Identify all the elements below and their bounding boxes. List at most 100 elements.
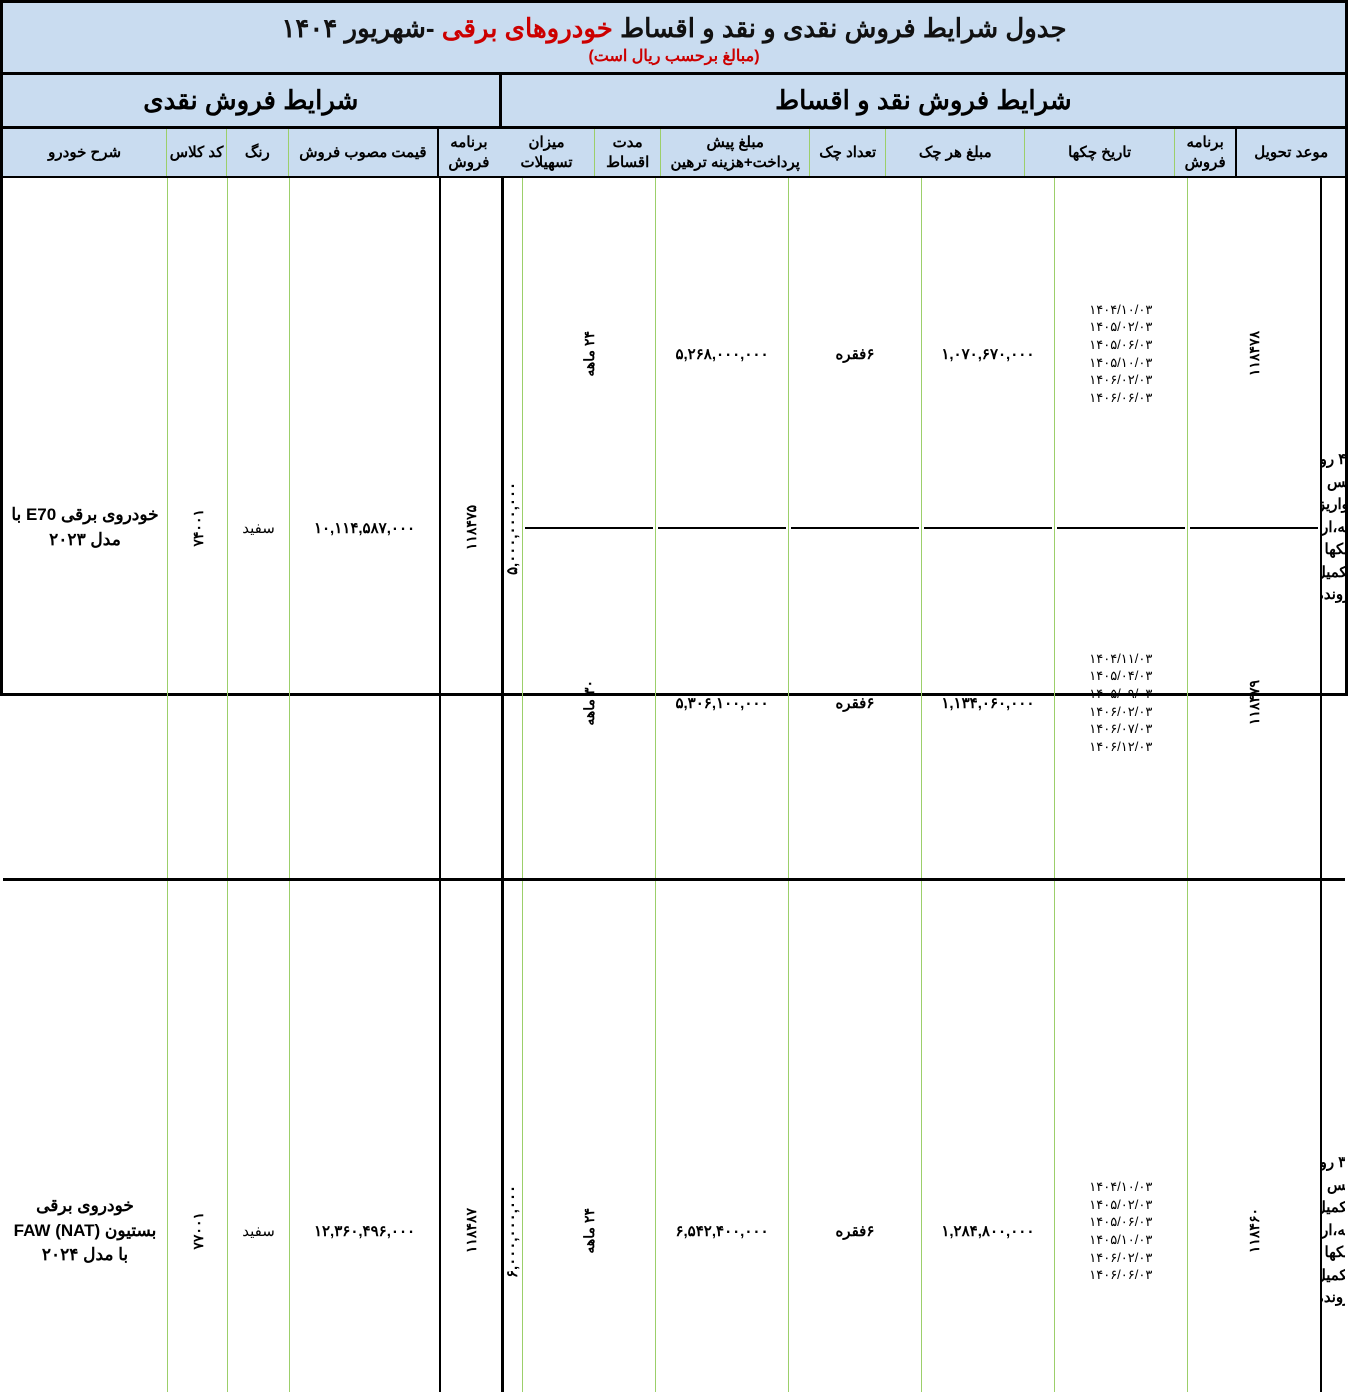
delivery-cell: ۴۵ روز (پس از واریز وجه،ارائه چکها و تکم… [1320,178,1345,878]
facility-amount-cell: ۵,۰۰۰,۰۰۰,۰۰۰ [504,178,522,878]
right-cell-group: ۱۱۸۴۸۷ ۱۲,۳۶۰,۴۹۶,۰۰۰ سفید ۷۷۰۰۱ خودروی برقی… [3,881,501,1392]
col-header-price: قیمت مصوب فروش [288,129,437,176]
advance-payment-value: ۵,۳۰۶,۱۰۰,۰۰۰ [675,694,768,712]
left-cell-group: ۴۵ روز (پس از واریز وجه،ارائه چکها و تکم… [501,178,1345,878]
color-value: سفید [242,1222,275,1240]
sales-table: جدول شرایط فروش نقدی و نقد و اقساط خودرو… [0,0,1348,696]
col-header-dates: تاریخ چکها [1024,129,1173,176]
vehicle-description-cell: خودروی برقی بستیون FAW (NAT) با مدل ۲۰۲۴ [3,881,167,1392]
vehicle-description-value: خودروی برقی E70 با مدل ۲۰۲۳ [5,499,165,556]
program-number: ۱۱۸۴۶۰ [1246,1208,1262,1253]
duration-value: ۲۴ ماهه [581,1208,597,1254]
col-header-check-amount: مبلغ هر چک [885,129,1024,176]
program-cell: ۱۱۸۴۶۰ [1187,881,1320,1392]
title-banner: جدول شرایط فروش نقدی و نقد و اقساط خودرو… [3,3,1345,75]
col-header-check-count: تعداد چک [809,129,885,176]
duration-cell: ۲۴ ماهه [522,881,655,1392]
advance-payment-cell: ۵,۲۶۸,۰۰۰,۰۰۰ ۵,۳۰۶,۱۰۰,۰۰۰ [655,178,788,878]
check-date: ۱۴۰۶/۰۲/۰۳ [1089,703,1152,721]
col-header-delivery: موعد تحویل [1235,129,1345,176]
advance-payment-value: ۵,۲۶۸,۰۰۰,۰۰۰ [675,345,768,363]
color-value: سفید [242,519,275,537]
approved-price-cell: ۱۲,۳۶۰,۴۹۶,۰۰۰ [289,881,439,1392]
duration-value: ۲۴ ماهه [581,331,597,377]
title-part1: جدول شرایط فروش نقدی و نقد و اقساط [620,13,1066,43]
facility-amount-value: ۶,۰۰۰,۰۰۰,۰۰۰ [506,883,520,1392]
delivery-cell: ۳۰ روز (پس از تکمیل وجه،ارائه چکها و تکم… [1320,881,1345,1392]
table-row[interactable]: ۴۵ روز (پس از واریز وجه،ارائه چکها و تکم… [3,178,1345,881]
class-code-value: ۷۴۰۰۱ [190,509,206,547]
cash-program-cell: ۱۱۸۴۷۵ [439,178,501,878]
title-part3: -شهریور ۱۴۰۴ [281,13,434,43]
check-count-cell: ۶فقره [788,881,921,1392]
facility-amount-cell: ۶,۰۰۰,۰۰۰,۰۰۰ [504,881,522,1392]
right-cell-group: ۱۱۸۴۷۵ ۱۰,۱۱۴,۵۸۷,۰۰۰ سفید ۷۴۰۰۱ خودروی برقی… [3,178,501,878]
col-header-right-program: برنامه فروش [437,129,499,176]
program-number: ۱۱۸۴۷۸ [1246,331,1262,376]
check-count-cell: ۶فقره ۶فقره [788,178,921,878]
col-header-class: کد کلاس [166,129,226,176]
class-code-cell: ۷۷۰۰۱ [167,881,227,1392]
check-amount-value: ۱,۰۷۰,۶۷۰,۰۰۰ [941,345,1034,363]
check-date: ۱۴۰۵/۰۲/۰۳ [1089,318,1152,336]
title-text: جدول شرایط فروش نقدی و نقد و اقساط خودرو… [281,13,1066,43]
col-header-description: شرح خودرو [3,129,166,176]
check-date: ۱۴۰۵/۱۰/۰۳ [1089,354,1152,372]
col-header-facility: میزان تسهیلات [499,129,595,176]
check-date: ۱۴۰۶/۱۲/۰۳ [1089,738,1152,756]
vehicle-description-value: خودروی برقی بستیون FAW (NAT) با مدل ۲۰۲۴ [5,1190,165,1272]
class-code-cell: ۷۴۰۰۱ [167,178,227,878]
approved-price-value: ۱۰,۱۱۴,۵۸۷,۰۰۰ [314,519,415,537]
table-body: ۴۵ روز (پس از واریز وجه،ارائه چکها و تکم… [3,178,1345,1392]
col-header-duration: مدت اقساط [594,129,660,176]
check-date: ۱۴۰۵/۰۶/۰۳ [1089,1213,1152,1231]
color-cell: سفید [227,178,289,878]
check-date: ۱۴۰۶/۰۷/۰۳ [1089,720,1152,738]
check-date: ۱۴۰۵/۰۴/۰۳ [1089,667,1152,685]
table-row[interactable]: ۳۰ روز (پس از تکمیل وجه،ارائه چکها و تکم… [3,881,1345,1392]
section-right-label: شرایط فروش نقدی [3,75,499,126]
check-amount-value: ۱,۲۸۴,۸۰۰,۰۰۰ [941,1222,1034,1240]
check-date: ۱۴۰۶/۰۲/۰۳ [1089,1249,1152,1267]
check-date: ۱۴۰۶/۰۶/۰۳ [1089,389,1152,407]
check-dates-cell: ۱۴۰۴/۱۰/۰۳۱۴۰۵/۰۲/۰۳۱۴۰۵/۰۶/۰۳۱۴۰۵/۱۰/۰۳… [1054,881,1187,1392]
vehicle-description-cell: خودروی برقی E70 با مدل ۲۰۲۳ [3,178,167,878]
title-part2: خودروهای برقی [442,13,613,43]
advance-payment-value: ۶,۵۴۲,۴۰۰,۰۰۰ [675,1222,768,1240]
check-date: ۱۴۰۶/۰۶/۰۳ [1089,1266,1152,1284]
class-code-value: ۷۷۰۰۱ [190,1212,206,1250]
left-cell-group: ۳۰ روز (پس از تکمیل وجه،ارائه چکها و تکم… [501,881,1345,1392]
title-subtitle: (مبالغ برحسب ریال است) [3,46,1345,66]
check-date: ۱۴۰۴/۱۱/۰۳ [1089,650,1152,668]
col-header-color: رنگ [226,129,288,176]
check-date: ۱۴۰۵/۱۰/۰۳ [1089,1231,1152,1249]
program-number: ۱۱۸۴۷۹ [1246,680,1262,725]
col-header-advance: مبلغ پیش پرداخت+هزینه ترهین [660,129,809,176]
cash-program-number: ۱۱۸۴۸۷ [463,1208,479,1253]
check-date: ۱۴۰۵/۰۹/۰۳ [1089,685,1152,703]
check-date: ۱۴۰۵/۰۶/۰۳ [1089,336,1152,354]
program-cell: ۱۱۸۴۷۸ ۱۱۸۴۷۹ [1187,178,1320,878]
facility-amount-value: ۵,۰۰۰,۰۰۰,۰۰۰ [506,180,520,876]
cash-program-cell: ۱۱۸۴۸۷ [439,881,501,1392]
column-header-row: موعد تحویل برنامه فروش تاریخ چکها مبلغ ه… [3,129,1345,178]
check-amount-value: ۱,۱۳۴,۰۶۰,۰۰۰ [941,694,1034,712]
check-count-value: ۶فقره [835,345,874,363]
advance-payment-cell: ۶,۵۴۲,۴۰۰,۰۰۰ [655,881,788,1392]
color-cell: سفید [227,881,289,1392]
section-header-row: شرایط فروش نقد و اقساط شرایط فروش نقدی [3,75,1345,129]
approved-price-value: ۱۲,۳۶۰,۴۹۶,۰۰۰ [314,1222,415,1240]
check-count-value: ۶فقره [835,694,874,712]
approved-price-cell: ۱۰,۱۱۴,۵۸۷,۰۰۰ [289,178,439,878]
check-date: ۱۴۰۴/۱۰/۰۳ [1089,1178,1152,1196]
check-date: ۱۴۰۵/۰۲/۰۳ [1089,1196,1152,1214]
cash-program-number: ۱۱۸۴۷۵ [463,505,479,550]
section-left-label: شرایط فروش نقد و اقساط [499,75,1345,126]
check-amount-cell: ۱,۲۸۴,۸۰۰,۰۰۰ [921,881,1054,1392]
duration-value: ۳۰ ماهه [581,680,597,726]
col-header-program: برنامه فروش [1174,129,1236,176]
duration-cell: ۲۴ ماهه ۳۰ ماهه [522,178,655,878]
check-count-value: ۶فقره [835,1222,874,1240]
check-amount-cell: ۱,۰۷۰,۶۷۰,۰۰۰ ۱,۱۳۴,۰۶۰,۰۰۰ [921,178,1054,878]
